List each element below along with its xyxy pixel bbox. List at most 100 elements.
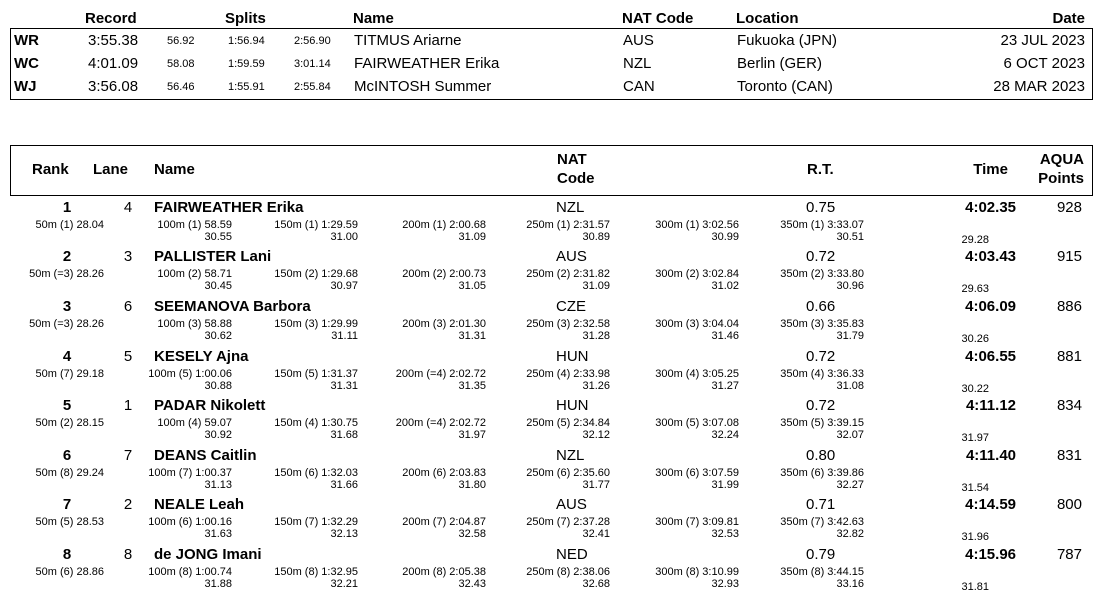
split-300: 300m (7) 3:09.81 bbox=[655, 516, 739, 528]
rank: 6 bbox=[62, 447, 72, 464]
aqua-points: 800 bbox=[1056, 496, 1082, 513]
split-100: 100m (1) 58.59 bbox=[157, 219, 232, 231]
splits-header: Splits bbox=[225, 10, 266, 27]
lap-350: 31.79 bbox=[836, 330, 864, 342]
lap-100: 31.13 bbox=[204, 479, 232, 491]
split-300: 300m (3) 3:04.04 bbox=[655, 318, 739, 330]
rank: 2 bbox=[62, 248, 72, 265]
lap-400: 29.28 bbox=[961, 234, 989, 246]
rank: 5 bbox=[62, 397, 72, 414]
split-350: 350m (3) 3:35.83 bbox=[780, 318, 864, 330]
lane: 4 bbox=[123, 199, 133, 216]
split-50: 50m (=3) 28.26 bbox=[29, 268, 104, 280]
split-350: 350m (1) 3:33.07 bbox=[780, 219, 864, 231]
athlete-name: KESELY Ajna bbox=[154, 348, 249, 365]
name-header: Name bbox=[353, 10, 394, 27]
lap-150: 32.13 bbox=[330, 528, 358, 540]
athlete-name: FAIRWEATHER Erika bbox=[154, 199, 304, 216]
nat-code: AUS bbox=[556, 248, 587, 265]
nat-header-line2: Code bbox=[557, 170, 595, 187]
lap-300: 31.46 bbox=[711, 330, 739, 342]
aqua-points: 834 bbox=[1056, 397, 1082, 414]
aqua-points: 915 bbox=[1056, 248, 1082, 265]
split-100: 100m (7) 1:00.37 bbox=[148, 467, 232, 479]
lap-400: 31.81 bbox=[961, 581, 989, 593]
lap-350: 32.07 bbox=[836, 429, 864, 441]
nat-code: NED bbox=[556, 546, 588, 563]
split-150: 150m (6) 1:32.03 bbox=[274, 467, 358, 479]
split-250: 250m (2) 2:31.82 bbox=[526, 268, 610, 280]
record-nat: NZL bbox=[623, 55, 652, 72]
rank: 3 bbox=[62, 298, 72, 315]
split-100: 100m (6) 1:00.16 bbox=[148, 516, 232, 528]
lap-350: 30.51 bbox=[836, 231, 864, 243]
lap-300: 31.02 bbox=[711, 280, 739, 292]
lap-150: 30.97 bbox=[330, 280, 358, 292]
results-header: Rank Lane Name NAT Code R.T. Time AQUA P… bbox=[10, 145, 1093, 196]
lap-300: 32.53 bbox=[711, 528, 739, 540]
final-time: 4:02.35 bbox=[965, 199, 1016, 216]
split-300: 300m (1) 3:02.56 bbox=[655, 219, 739, 231]
lane: 3 bbox=[123, 248, 133, 265]
record-holder: TITMUS Ariarne bbox=[354, 32, 462, 49]
split-250: 250m (8) 2:38.06 bbox=[526, 566, 610, 578]
final-time: 4:11.40 bbox=[965, 447, 1016, 464]
lap-400: 30.26 bbox=[961, 333, 989, 345]
split-250: 250m (5) 2:34.84 bbox=[526, 417, 610, 429]
nat-code: HUN bbox=[556, 348, 589, 365]
reaction-time: 0.72 bbox=[806, 248, 836, 265]
lane: 5 bbox=[123, 348, 133, 365]
lap-250: 32.41 bbox=[582, 528, 610, 540]
lap-350: 30.96 bbox=[836, 280, 864, 292]
split-50: 50m (=3) 28.26 bbox=[29, 318, 104, 330]
reaction-time: 0.72 bbox=[806, 348, 836, 365]
split-50: 50m (6) 28.86 bbox=[35, 566, 104, 578]
final-time: 4:06.09 bbox=[965, 298, 1016, 315]
split-200: 200m (3) 2:01.30 bbox=[402, 318, 486, 330]
time-header: Time bbox=[973, 161, 1008, 178]
athlete-name: NEALE Leah bbox=[154, 496, 245, 513]
split-200: 200m (8) 2:05.38 bbox=[402, 566, 486, 578]
location-header: Location bbox=[736, 10, 799, 27]
lap-300: 31.27 bbox=[711, 380, 739, 392]
reaction-time: 0.72 bbox=[806, 397, 836, 414]
split-250: 250m (3) 2:32.58 bbox=[526, 318, 610, 330]
lap-400: 31.96 bbox=[961, 531, 989, 543]
split-100: 100m (5) 1:00.06 bbox=[148, 368, 232, 380]
lap-150: 31.11 bbox=[331, 330, 358, 342]
lap-400: 31.54 bbox=[961, 482, 989, 494]
aqua-points: 886 bbox=[1056, 298, 1082, 315]
split-300: 300m (2) 3:02.84 bbox=[655, 268, 739, 280]
records-table: Record Splits Name NAT Code Location Dat… bbox=[10, 8, 1093, 100]
athlete-row: 2 3 PALLISTER Lani AUS 0.72 4:03.43 915 … bbox=[0, 248, 1100, 298]
split-100: 100m (2) 58.71 bbox=[157, 268, 232, 280]
lane: 6 bbox=[123, 298, 133, 315]
rank: 1 bbox=[62, 199, 72, 216]
rank: 4 bbox=[62, 348, 72, 365]
split-350: 350m (7) 3:42.63 bbox=[780, 516, 864, 528]
lap-200: 31.80 bbox=[458, 479, 486, 491]
record-code: WR bbox=[14, 32, 39, 49]
athlete-row: 6 7 DEANS Caitlin NZL 0.80 4:11.40 831 5… bbox=[0, 447, 1100, 497]
split-200: 200m (2) 2:00.73 bbox=[402, 268, 486, 280]
split-50: 50m (2) 28.15 bbox=[35, 417, 104, 429]
split-100: 100m (3) 58.88 bbox=[157, 318, 232, 330]
nat-code-header: NAT Code bbox=[622, 10, 694, 27]
athlete-row: 3 6 SEEMANOVA Barbora CZE 0.66 4:06.09 8… bbox=[0, 298, 1100, 348]
records-header: Record Splits Name NAT Code Location Dat… bbox=[10, 8, 1093, 28]
lap-400: 29.63 bbox=[961, 283, 989, 295]
lap-100: 30.88 bbox=[204, 380, 232, 392]
lane: 2 bbox=[123, 496, 133, 513]
lap-100: 30.45 bbox=[204, 280, 232, 292]
rank: 7 bbox=[62, 496, 72, 513]
split-350: 350m (2) 3:33.80 bbox=[780, 268, 864, 280]
lap-200: 31.31 bbox=[458, 330, 486, 342]
split-250: 250m (4) 2:33.98 bbox=[526, 368, 610, 380]
record-row: WJ 3:56.08 56.46 1:55.91 2:55.84 McINTOS… bbox=[11, 75, 1092, 98]
lap-100: 30.92 bbox=[204, 429, 232, 441]
split-150: 150m (2) 1:29.68 bbox=[274, 268, 358, 280]
record-split: 1:55.91 bbox=[228, 81, 265, 93]
lap-400: 30.22 bbox=[961, 383, 989, 395]
lane: 1 bbox=[123, 397, 133, 414]
nat-code: AUS bbox=[556, 496, 587, 513]
